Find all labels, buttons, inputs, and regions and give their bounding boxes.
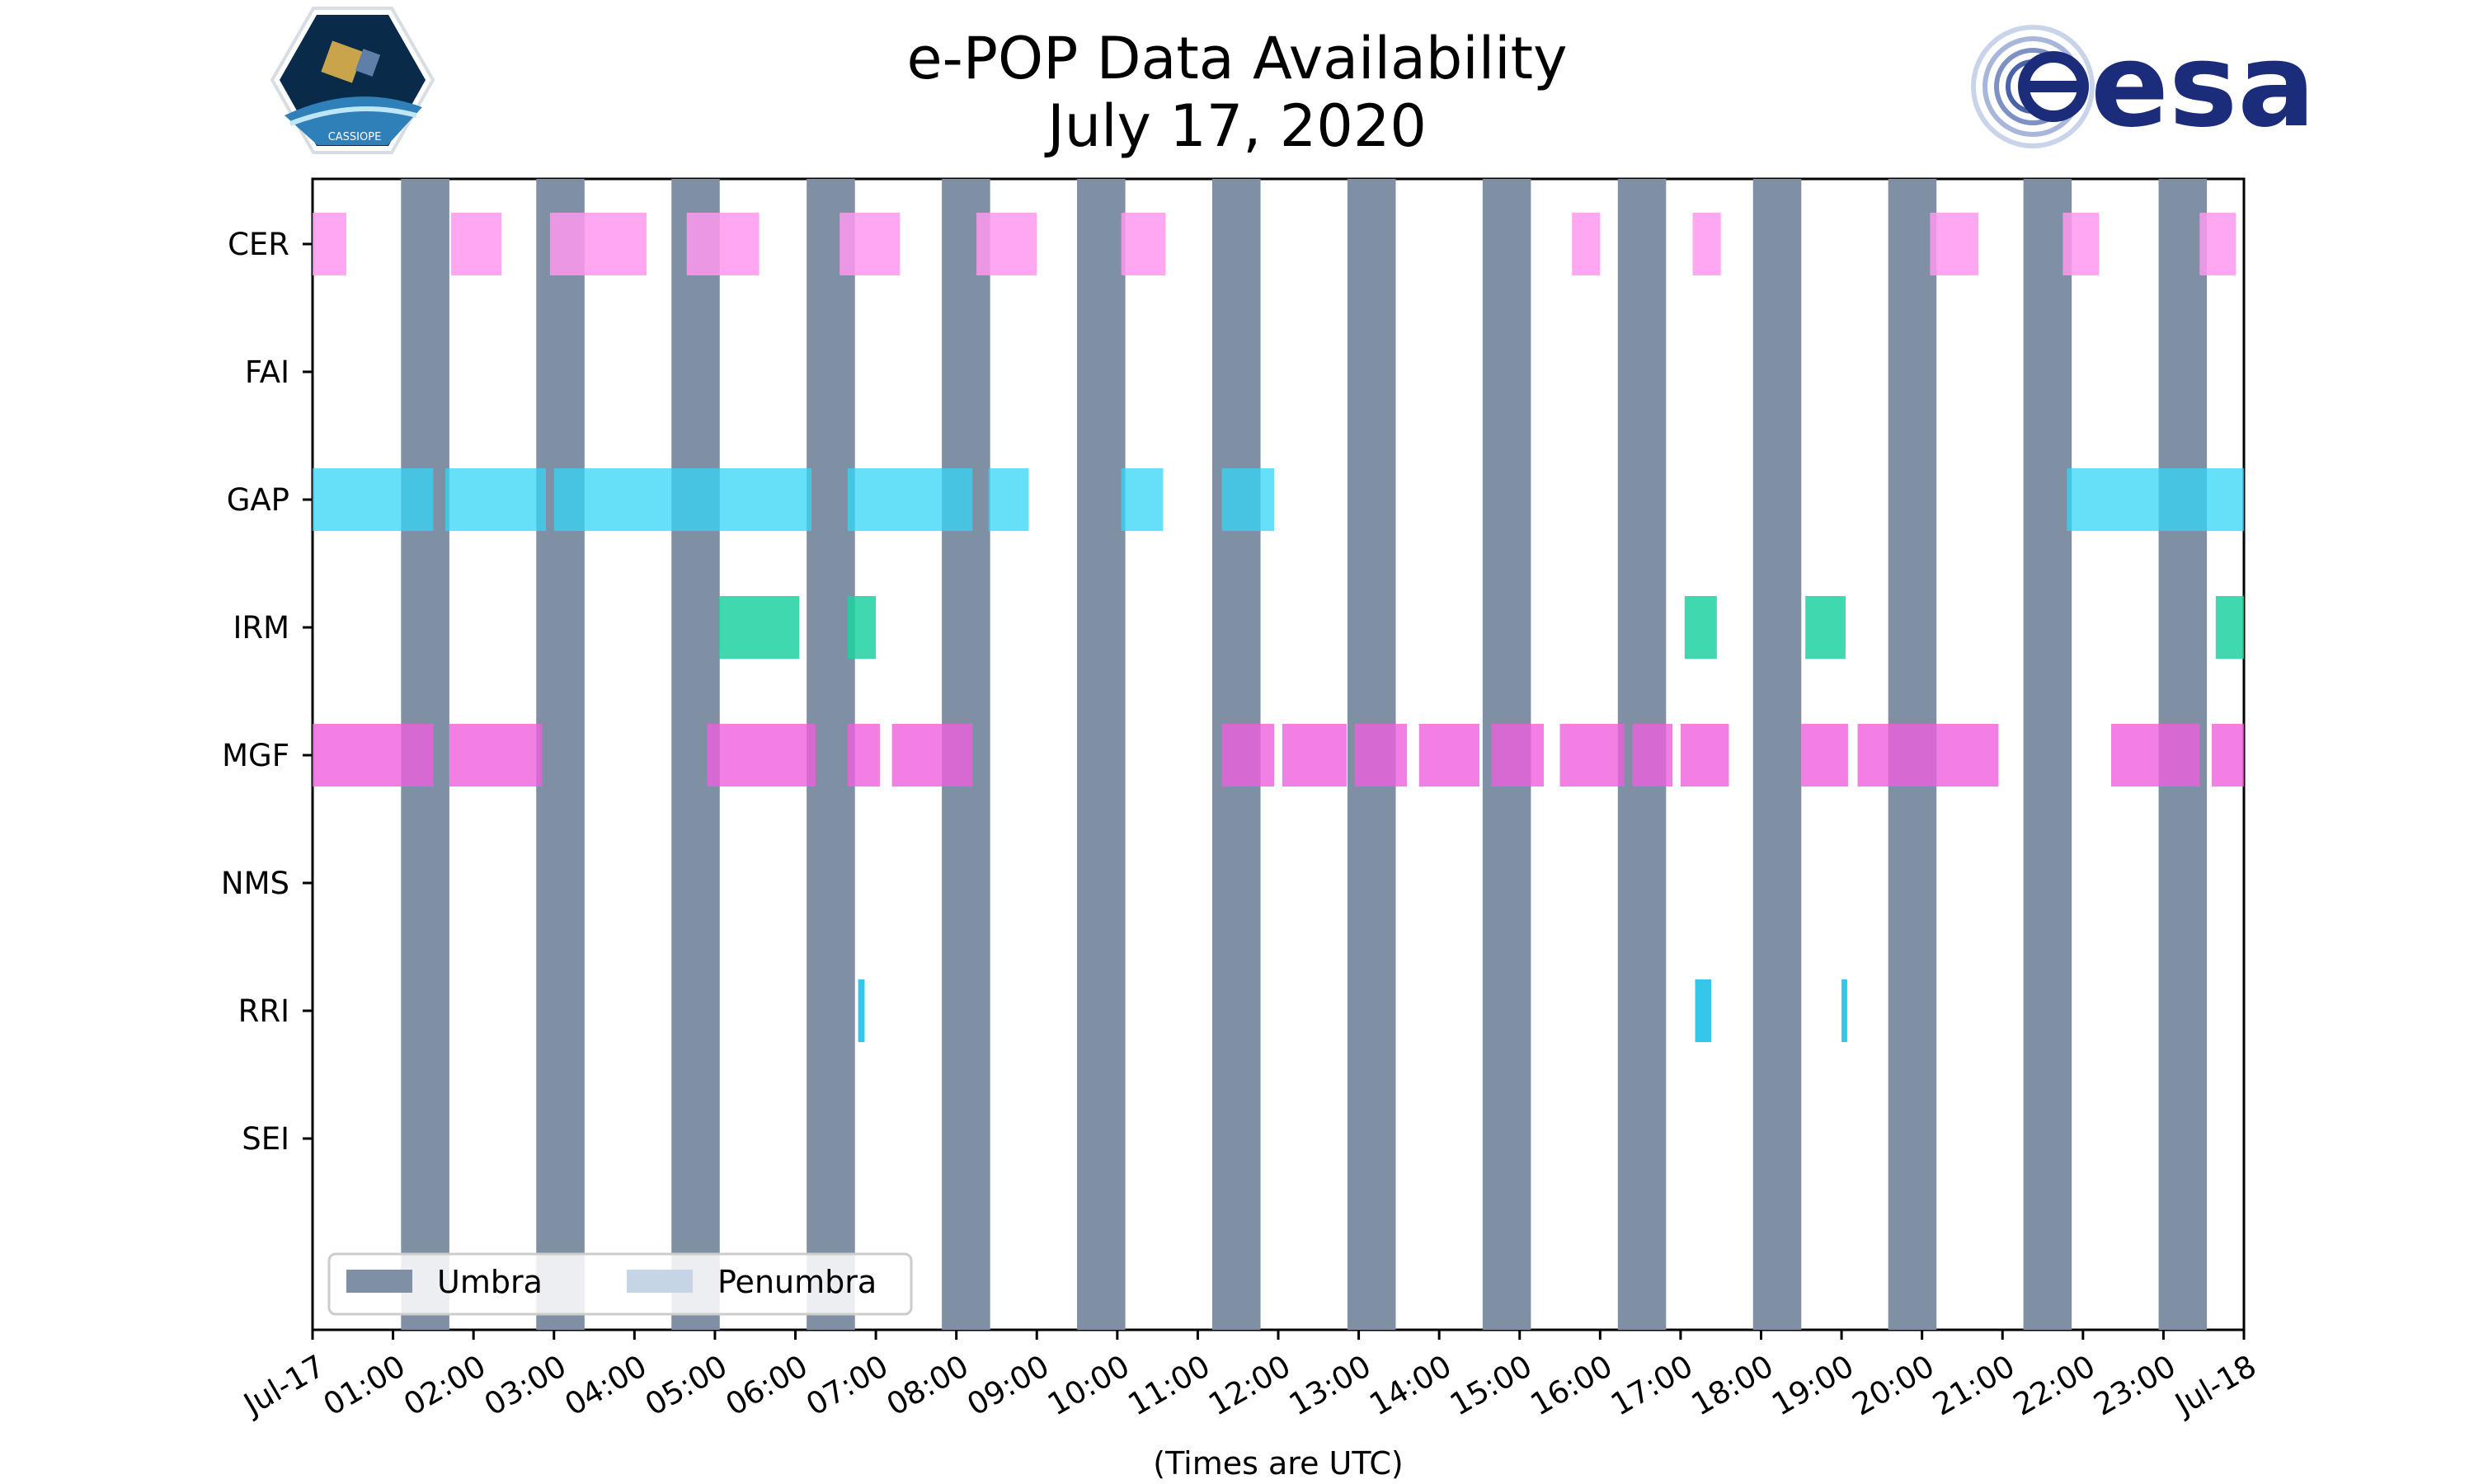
bar-rri [1841,979,1847,1042]
x-tick-label: 06:00 [720,1348,814,1423]
x-tick-label: 04:00 [559,1348,653,1423]
bar-mgf [1857,724,1999,787]
bar-gap [445,468,546,531]
bar-mgf [1680,724,1729,787]
bar-cer [549,213,647,275]
cassiope-logo: CASSIOPE [270,7,435,154]
x-tick-label: 03:00 [478,1348,572,1423]
bar-cer [1121,213,1166,275]
bar-irm [1805,596,1846,659]
bar-cer [1692,213,1721,275]
x-tick-label: Jul-17 [237,1348,331,1423]
bar-gap [847,468,973,531]
x-tick-label: 19:00 [1766,1348,1860,1423]
bar-mgf [1354,724,1408,787]
x-tick-label: 16:00 [1525,1348,1619,1423]
chart-title-line1: e-POP Data Availability [906,25,1568,92]
y-tick-label-gap: GAP [227,482,289,518]
bar-mgf [1559,724,1625,787]
bar-cer [686,213,760,275]
bar-gap [553,468,812,531]
bar-mgf [449,724,543,787]
x-tick-label: 11:00 [1122,1348,1216,1423]
bar-cer [313,213,346,275]
y-tick-label-fai: FAI [245,355,289,390]
x-axis: Jul-1701:0002:0003:0004:0005:0006:0007:0… [237,1330,2262,1423]
bar-cer [976,213,1037,275]
y-tick-label-sei: SEI [242,1121,289,1157]
bar-cer [1930,213,1978,275]
bar-irm [2215,596,2244,659]
legend-label-penumbra: Penumbra [717,1264,877,1300]
x-tick-label: 20:00 [1846,1348,1940,1423]
bar-mgf [1801,724,1848,787]
x-tick-label: 22:00 [2007,1348,2101,1423]
x-tick-label: 15:00 [1444,1348,1538,1423]
x-tick-label: 08:00 [881,1348,975,1423]
legend-label-umbra: Umbra [437,1264,543,1300]
y-axis: CER FAI GAP IRM MGF NMS RRI SEI [221,227,313,1157]
bar-mgf [2211,724,2244,787]
x-axis-label: (Times are UTC) [1153,1445,1403,1482]
bar-mgf [891,724,973,787]
bar-mgf [2110,724,2200,787]
umbra-band [1752,179,1802,1330]
bar-mgf [1418,724,1479,787]
x-tick-label: 09:00 [961,1348,1055,1423]
umbra-band [2023,179,2072,1330]
bar-mgf [1491,724,1545,787]
esa-logo-text: esa [2091,19,2316,153]
y-tick-label-mgf: MGF [222,738,289,773]
chart-title-line2: July 17, 2020 [1047,92,1427,160]
y-tick-label-rri: RRI [238,993,289,1029]
bar-gap [2067,468,2244,531]
esa-logo: esa [1971,19,2316,153]
legend-swatch-umbra [346,1270,412,1293]
y-tick-label-cer: CER [228,227,289,262]
bar-cer [840,213,901,275]
x-tick-label: 07:00 [800,1348,894,1423]
x-tick-label: 02:00 [397,1348,492,1423]
x-tick-label: 23:00 [2088,1348,2182,1423]
x-tick-label: 14:00 [1363,1348,1457,1423]
cassiope-logo-text: CASSIOPE [328,131,382,143]
bar-cer [450,213,502,275]
bar-gap [1221,468,1275,531]
y-tick-label-nms: NMS [221,866,289,901]
bar-mgf [313,724,434,787]
x-tick-label: 21:00 [1926,1348,2020,1423]
instrument-bars [313,213,2244,1042]
bar-cer [1572,213,1601,275]
bar-irm [1684,596,1717,659]
bar-gap [1121,468,1164,531]
bar-mgf [707,724,816,787]
bar-mgf [1632,724,1673,787]
x-tick-label: 01:00 [317,1348,412,1423]
y-tick-label-irm: IRM [233,610,289,646]
bar-gap [988,468,1029,531]
esa-swirl-icon [1971,25,2095,148]
x-tick-label: 17:00 [1605,1348,1699,1423]
bar-gap [313,468,434,531]
bar-irm [718,596,800,659]
x-tick-label: 05:00 [639,1348,733,1423]
bar-cer [2062,213,2100,275]
x-tick-label: 13:00 [1283,1348,1377,1423]
bar-rri [858,979,865,1042]
bar-cer [2199,213,2236,275]
x-tick-label: 10:00 [1042,1348,1136,1423]
umbra-band [536,179,585,1330]
bar-mgf [1282,724,1347,787]
bar-irm [847,596,877,659]
bar-mgf [1221,724,1275,787]
legend-swatch-penumbra [627,1270,693,1293]
umbra-band [1077,179,1126,1330]
x-tick-label: Jul-18 [2168,1348,2262,1423]
x-tick-label: 18:00 [1686,1348,1780,1423]
bar-rri [1695,979,1711,1042]
x-tick-label: 12:00 [1202,1348,1296,1423]
bar-mgf [847,724,880,787]
legend: Umbra Penumbra [327,1252,913,1316]
